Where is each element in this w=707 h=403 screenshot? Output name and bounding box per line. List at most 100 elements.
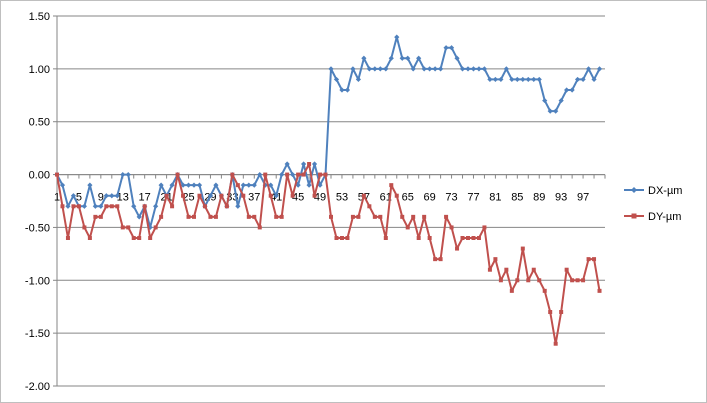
data-point (235, 183, 240, 188)
data-point (476, 66, 482, 72)
data-point (115, 204, 120, 209)
data-point (493, 257, 498, 262)
data-point (520, 246, 525, 251)
data-point (87, 182, 93, 188)
data-point (235, 203, 241, 209)
y-tick-label: -1.50 (25, 328, 50, 340)
data-point (361, 55, 367, 61)
data-point (197, 193, 202, 198)
data-point (207, 193, 214, 199)
data-point (542, 288, 547, 293)
y-tick-label: -0.50 (25, 222, 50, 234)
series-layer (54, 34, 603, 346)
data-point (92, 203, 98, 209)
data-point (311, 161, 318, 167)
data-point (181, 193, 186, 198)
data-point (443, 45, 449, 51)
data-point (476, 236, 481, 240)
data-point (257, 171, 263, 178)
x-tick-label: 25 (182, 192, 194, 204)
data-point (400, 214, 405, 219)
data-point (82, 225, 87, 230)
data-point (504, 267, 509, 272)
data-point (170, 204, 175, 209)
x-tick-label: 49 (314, 192, 326, 204)
data-point (558, 97, 564, 104)
data-point (306, 182, 312, 188)
x-tick-label: 37 (248, 192, 260, 204)
data-point (71, 204, 76, 209)
data-point (597, 288, 602, 293)
x-tick-label: 5 (76, 192, 82, 204)
data-point (109, 204, 114, 209)
data-point (274, 214, 279, 219)
data-point (318, 172, 323, 177)
data-point (350, 66, 356, 72)
data-point (296, 172, 301, 177)
data-point (465, 66, 471, 72)
data-point (219, 193, 224, 198)
data-point (301, 161, 307, 167)
y-tick-label: 0.50 (29, 117, 50, 129)
data-point (361, 193, 366, 198)
data-point (333, 76, 340, 83)
data-point (455, 246, 460, 251)
data-point (564, 87, 570, 93)
data-point (98, 214, 103, 219)
data-point (98, 203, 104, 209)
data-point (487, 267, 492, 272)
data-point (388, 55, 394, 61)
data-point (345, 236, 350, 240)
x-tick-label: 85 (511, 192, 523, 204)
data-point (290, 171, 296, 178)
data-point (503, 66, 509, 72)
data-point (448, 45, 455, 51)
x-tick-label: 17 (139, 192, 151, 204)
data-point (487, 76, 493, 83)
data-point (525, 76, 531, 83)
data-point (470, 66, 477, 72)
legend-label: DX-µm (648, 185, 682, 197)
data-point (87, 236, 92, 240)
data-point (323, 172, 328, 177)
data-point (317, 182, 323, 188)
x-tick-label: 93 (555, 192, 567, 204)
data-point (307, 162, 312, 166)
legend-marker (631, 187, 637, 193)
data-point (339, 236, 344, 240)
data-point (104, 204, 109, 209)
data-point (410, 66, 416, 72)
x-tick-label: 45 (292, 192, 304, 204)
data-point (454, 55, 460, 61)
data-point (356, 214, 361, 219)
data-point (372, 66, 378, 72)
data-point (367, 204, 372, 209)
legend-marker (631, 213, 637, 219)
y-tick-label: 0.00 (29, 170, 50, 182)
data-point (416, 236, 421, 240)
data-point (575, 278, 580, 283)
data-point (257, 225, 262, 230)
legend-entry: DY-µm (624, 211, 681, 223)
x-tick-label: 73 (445, 192, 457, 204)
legend-entry: DX-µm (624, 185, 682, 197)
data-point (526, 278, 531, 283)
data-point (213, 214, 218, 219)
x-tick-label: 89 (533, 192, 545, 204)
data-point (581, 278, 586, 283)
data-point (186, 214, 191, 219)
series-line (56, 163, 601, 345)
data-point (498, 76, 504, 83)
data-point (290, 193, 295, 198)
data-point (389, 183, 394, 188)
data-point (372, 214, 377, 219)
x-tick-label: 97 (577, 192, 589, 204)
y-tick-label: 1.50 (29, 11, 50, 23)
data-point (460, 236, 465, 240)
data-point (509, 76, 515, 83)
data-point (301, 172, 306, 177)
data-point (285, 172, 290, 177)
data-point (433, 257, 438, 262)
y-axis: -2.00 -1.50 -1.00 -0.50 0.00 0.50 1.00 1.50 (25, 11, 58, 393)
data-point (60, 204, 65, 209)
